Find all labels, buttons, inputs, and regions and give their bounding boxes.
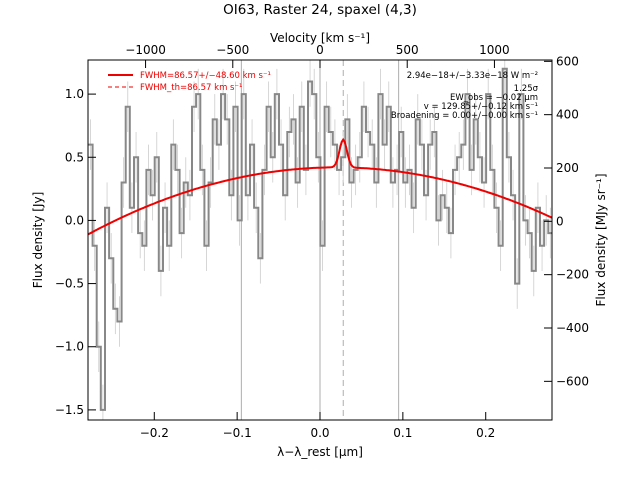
spectrum-series — [88, 67, 553, 411]
legend-label-fwhm-th: FWHM_th=86.57 km s⁻¹ — [140, 83, 242, 93]
right-tick-label: −400 — [556, 321, 589, 335]
fit-annotations: 2.94e−18+/−3.33e−18 W m⁻² 1.25σ EW_obs =… — [391, 71, 539, 121]
top-tick-label: 1000 — [479, 43, 510, 57]
legend-label-fwhm: FWHM=86.57+/−48.60 km s⁻¹ — [140, 71, 271, 81]
plot-frame — [87, 59, 553, 421]
x-tick-label: −0.2 — [140, 426, 169, 440]
right-tick-label: 600 — [556, 54, 579, 68]
y-tick-label: 0.0 — [65, 213, 84, 227]
right-tick-label: 0 — [556, 214, 564, 228]
chart-title: OI63, Raster 24, spaxel (4,3) — [223, 2, 417, 18]
right-tick-label: 400 — [556, 108, 579, 122]
annotation-velocity: v = 129.85+/−0.12 km s⁻¹ — [424, 102, 538, 112]
annotation-broadening: Broadening = 0.00+/−0.00 km s⁻¹ — [391, 111, 538, 121]
legend: FWHM=86.57+/−48.60 km s⁻¹ FWHM_th=86.57 … — [108, 71, 271, 93]
annotation-flux: 2.94e−18+/−3.33e−18 W m⁻² — [407, 71, 538, 81]
x-tick-label: 0.1 — [393, 426, 412, 440]
fit-line — [87, 137, 553, 236]
fit-series — [87, 137, 553, 236]
top-axis-label: Velocity [km s⁻¹] — [270, 31, 370, 45]
right-axis-label: Flux density [MJy sr⁻¹] — [594, 173, 608, 306]
y-tick-label: −0.5 — [55, 277, 84, 291]
spectrum-line — [88, 67, 553, 411]
top-tick-label: −500 — [216, 43, 249, 57]
y-tick-label: 1.0 — [65, 87, 84, 101]
x-axis-label: λ−λ_rest [μm] — [277, 445, 363, 459]
x-tick-label: −0.1 — [223, 426, 252, 440]
y-tick-label: 0.5 — [65, 150, 84, 164]
top-tick-label: 0 — [316, 43, 324, 57]
x-tick-label: 0.0 — [310, 426, 329, 440]
top-tick-label: −1000 — [125, 43, 166, 57]
right-tick-label: −600 — [556, 374, 589, 388]
tick-labels: −0.2 −0.1 0.0 0.1 0.2 −1.5 −1.0 −0.5 0.0 0.5 1.0 −1… — [55, 43, 589, 440]
top-tick-label: 500 — [396, 43, 419, 57]
annotation-sigma: 1.25σ — [514, 84, 539, 94]
y-tick-label: −1.5 — [55, 403, 84, 417]
y-tick-label: −1.0 — [55, 340, 84, 354]
annotation-ew: EW_obs = −0.02 μm — [450, 93, 538, 103]
y-axis-label: Flux density [Jy] — [31, 192, 45, 289]
right-tick-label: −200 — [556, 268, 589, 282]
right-tick-label: 200 — [556, 161, 579, 175]
x-tick-label: 0.2 — [476, 426, 495, 440]
